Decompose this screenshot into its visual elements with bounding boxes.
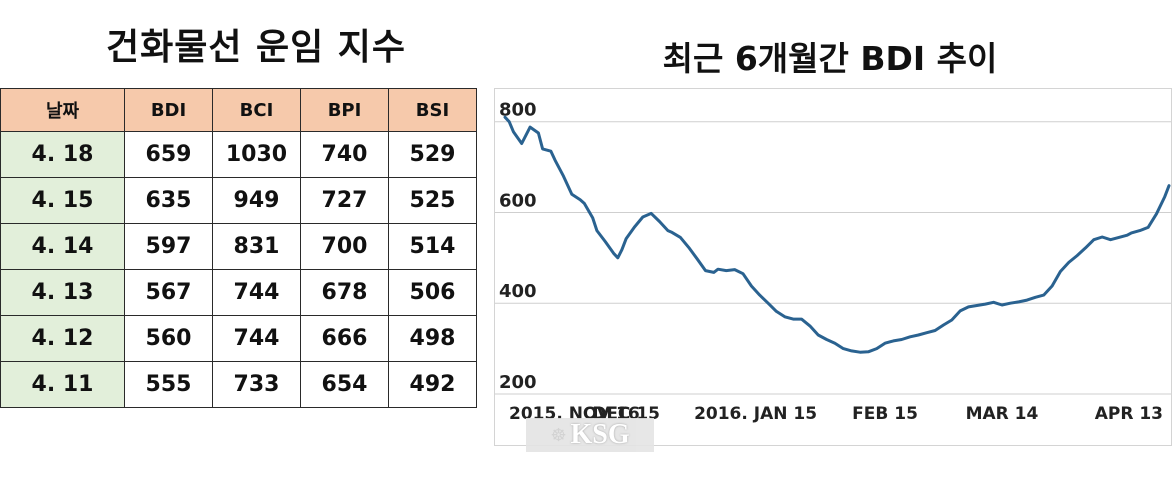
cell-bci: 733 [212, 361, 301, 408]
cell-date: 4. 12 [0, 315, 125, 362]
chart-title: 최근 6개월간 BDI 추이 [662, 39, 998, 78]
table-row: 4. 13 567 744 678 506 [0, 269, 477, 316]
x-tick-label: 2016. JAN 15 [694, 404, 817, 424]
table-row: 4. 12 560 744 666 498 [0, 315, 477, 362]
y-tick-label: 200 [499, 372, 537, 393]
cell-bsi: 529 [388, 131, 477, 178]
bdi-line-chart: 200 400 600 800 2015. NOV 16 DEC 15 2016. JAN … [494, 88, 1172, 446]
cell-date: 4. 11 [0, 361, 125, 408]
cell-date: 4. 15 [0, 177, 125, 224]
cell-bpi: 678 [300, 269, 389, 316]
cell-bpi: 700 [300, 223, 389, 270]
ksg-watermark: ☸ KSG [526, 418, 654, 452]
cell-bsi: 514 [388, 223, 477, 270]
cell-date: 4. 14 [0, 223, 125, 270]
cell-bdi: 597 [124, 223, 213, 270]
x-tick-label: APR 13 [1095, 404, 1163, 424]
header-date: 날짜 [0, 88, 125, 132]
bdi-series-line [503, 115, 1171, 354]
cell-bsi: 492 [388, 361, 477, 408]
cell-bsi: 525 [388, 177, 477, 224]
y-tick-label: 400 [499, 281, 537, 302]
cell-date: 4. 18 [0, 131, 125, 178]
table-row: 4. 11 555 733 654 492 [0, 361, 477, 408]
y-tick-label: 600 [499, 190, 537, 211]
cell-date: 4. 13 [0, 269, 125, 316]
cell-bpi: 740 [300, 131, 389, 178]
header-bci: BCI [212, 88, 301, 132]
cell-bsi: 506 [388, 269, 477, 316]
cell-bci: 1030 [212, 131, 301, 178]
y-tick-label: 800 [499, 100, 537, 121]
x-tick-label: FEB 15 [852, 404, 918, 424]
cell-bdi: 560 [124, 315, 213, 362]
table-row: 4. 14 597 831 700 514 [0, 223, 477, 270]
cell-bci: 949 [212, 177, 301, 224]
cell-bdi: 659 [124, 131, 213, 178]
header-bdi: BDI [124, 88, 213, 132]
cell-bci: 831 [212, 223, 301, 270]
cell-bdi: 635 [124, 177, 213, 224]
table-row: 4. 15 635 949 727 525 [0, 177, 477, 224]
cell-bci: 744 [212, 269, 301, 316]
cell-bdi: 555 [124, 361, 213, 408]
freight-index-table: 날짜 BDI BCI BPI BSI 4. 18 659 1030 740 52… [0, 88, 477, 408]
ship-wheel-icon: ☸ [550, 424, 567, 445]
cell-bdi: 567 [124, 269, 213, 316]
cell-bpi: 727 [300, 177, 389, 224]
cell-bpi: 654 [300, 361, 389, 408]
header-bpi: BPI [300, 88, 389, 132]
cell-bci: 744 [212, 315, 301, 362]
table-row: 4. 18 659 1030 740 529 [0, 131, 477, 178]
x-tick-label: MAR 14 [966, 404, 1039, 424]
table-title: 건화물선 운임 지수 [105, 27, 407, 68]
cell-bsi: 498 [388, 315, 477, 362]
watermark-text: KSG [570, 419, 630, 450]
cell-bpi: 666 [300, 315, 389, 362]
table-header-row: 날짜 BDI BCI BPI BSI [0, 88, 477, 132]
header-bsi: BSI [388, 88, 477, 132]
